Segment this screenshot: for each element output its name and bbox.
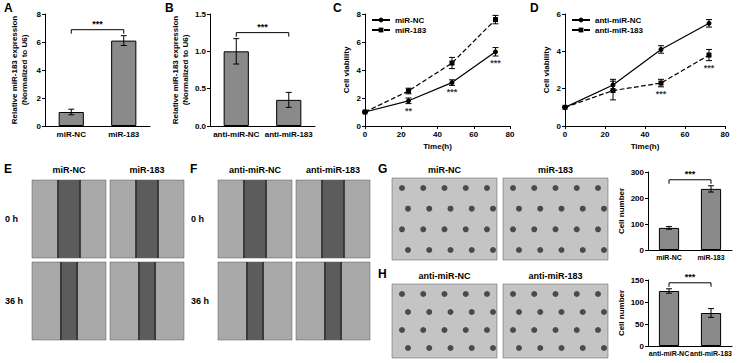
- svg-text:36 h: 36 h: [5, 296, 23, 306]
- svg-text:(Normalized to U6): (Normalized to U6): [20, 34, 29, 105]
- svg-text:G: G: [378, 162, 387, 176]
- svg-text:anti-miR-183: anti-miR-183: [265, 130, 314, 139]
- svg-text:0: 0: [640, 342, 645, 351]
- svg-text:40: 40: [641, 130, 650, 139]
- svg-text:miR-183: miR-183: [108, 130, 140, 139]
- svg-text:anti-miR-NC: anti-miR-NC: [419, 271, 471, 281]
- svg-text:4: 4: [357, 66, 362, 75]
- svg-text:***: ***: [447, 87, 458, 97]
- svg-text:300: 300: [631, 168, 645, 177]
- svg-text:2: 2: [37, 94, 42, 103]
- svg-text:20: 20: [601, 130, 610, 139]
- svg-text:anti-miR-183: anti-miR-183: [528, 271, 582, 281]
- svg-text:6: 6: [557, 10, 562, 19]
- svg-text:A: A: [4, 1, 13, 15]
- svg-text:8: 8: [357, 10, 362, 19]
- svg-text:Cell viability: Cell viability: [342, 46, 351, 93]
- svg-text:**: **: [405, 106, 413, 116]
- svg-text:Relative miR-183 expression: Relative miR-183 expression: [10, 16, 19, 125]
- svg-text:anti-miR-183: anti-miR-183: [595, 26, 644, 35]
- svg-text:C: C: [333, 1, 342, 15]
- svg-text:miR-NC: miR-NC: [395, 16, 425, 25]
- svg-text:60: 60: [681, 130, 690, 139]
- svg-text:100: 100: [631, 298, 645, 307]
- svg-text:Cell number: Cell number: [617, 188, 626, 234]
- svg-text:0: 0: [640, 246, 645, 255]
- svg-text:miR-NC: miR-NC: [57, 130, 87, 139]
- svg-text:0 h: 0 h: [191, 214, 204, 224]
- svg-text:(Normalized to U6): (Normalized to U6): [181, 34, 190, 105]
- svg-text:0 h: 0 h: [5, 214, 18, 224]
- svg-text:miR-NC: miR-NC: [656, 254, 682, 261]
- svg-text:miR-NC: miR-NC: [53, 165, 86, 175]
- svg-text:6: 6: [357, 38, 362, 47]
- svg-text:H: H: [378, 267, 387, 281]
- svg-text:36 h: 36 h: [191, 296, 209, 306]
- svg-text:anti-miR-NC: anti-miR-NC: [649, 350, 689, 357]
- svg-text:***: ***: [685, 272, 696, 282]
- svg-text:miR-NC: miR-NC: [428, 165, 461, 175]
- svg-text:0.5: 0.5: [195, 84, 207, 93]
- svg-text:0: 0: [563, 130, 568, 139]
- svg-text:anti-miR-NC: anti-miR-NC: [595, 16, 641, 25]
- svg-text:0: 0: [363, 130, 368, 139]
- svg-text:100: 100: [631, 220, 645, 229]
- svg-text:50: 50: [635, 320, 644, 329]
- svg-text:6: 6: [37, 38, 42, 47]
- svg-text:150: 150: [631, 276, 645, 285]
- svg-text:***: ***: [656, 89, 667, 99]
- svg-text:200: 200: [631, 194, 645, 203]
- svg-text:anti-miR-183: anti-miR-183: [306, 165, 360, 175]
- svg-text:80: 80: [506, 130, 515, 139]
- svg-text:0: 0: [37, 122, 42, 131]
- svg-text:1.5: 1.5: [195, 10, 207, 19]
- svg-text:60: 60: [469, 130, 478, 139]
- svg-text:F: F: [190, 162, 197, 176]
- svg-text:***: ***: [490, 58, 501, 68]
- svg-text:Cell viability: Cell viability: [542, 46, 551, 93]
- svg-text:1.0: 1.0: [195, 47, 207, 56]
- svg-text:Time(h): Time(h): [423, 142, 452, 151]
- svg-text:***: ***: [685, 169, 696, 179]
- svg-text:0.0: 0.0: [195, 122, 207, 131]
- svg-text:anti-miR-NC: anti-miR-NC: [213, 130, 259, 139]
- svg-text:E: E: [4, 162, 12, 176]
- svg-text:miR-183: miR-183: [538, 165, 573, 175]
- svg-text:4: 4: [557, 47, 562, 56]
- svg-text:***: ***: [704, 63, 715, 73]
- svg-text:20: 20: [397, 130, 406, 139]
- svg-text:8: 8: [37, 10, 42, 19]
- svg-text:Relative miR-183 expression: Relative miR-183 expression: [171, 16, 180, 125]
- svg-text:anti-miR-183: anti-miR-183: [690, 350, 732, 357]
- svg-text:0: 0: [357, 122, 362, 131]
- svg-text:Time(h): Time(h): [631, 142, 660, 151]
- svg-text:***: ***: [92, 19, 103, 29]
- svg-text:40: 40: [433, 130, 442, 139]
- svg-text:miR-183: miR-183: [395, 26, 427, 35]
- svg-text:***: ***: [257, 22, 268, 32]
- svg-text:4: 4: [37, 66, 42, 75]
- svg-text:miR-183: miR-183: [129, 165, 164, 175]
- svg-text:2: 2: [357, 94, 362, 103]
- svg-text:anti-miR-NC: anti-miR-NC: [229, 165, 281, 175]
- svg-text:0: 0: [557, 122, 562, 131]
- svg-text:80: 80: [721, 130, 730, 139]
- svg-text:D: D: [530, 1, 539, 15]
- svg-text:Cell number: Cell number: [617, 290, 626, 336]
- svg-text:B: B: [165, 1, 174, 15]
- svg-text:2: 2: [557, 84, 562, 93]
- svg-text:miR-183: miR-183: [697, 254, 724, 261]
